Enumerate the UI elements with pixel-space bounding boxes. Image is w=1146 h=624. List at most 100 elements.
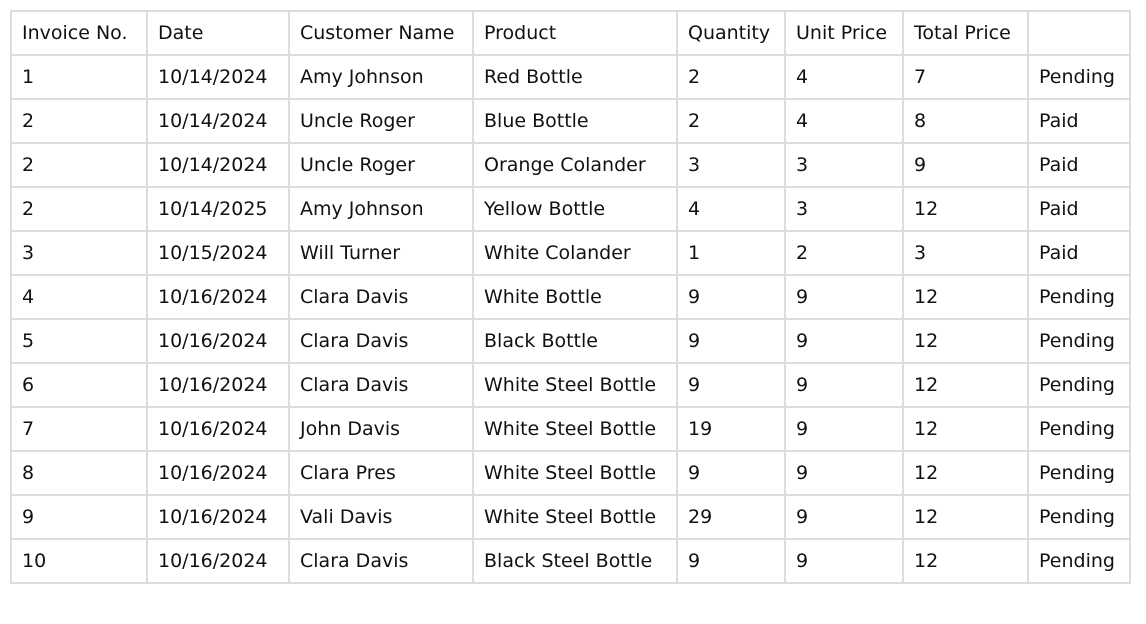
cell-customer-name: Vali Davis: [288, 494, 474, 540]
column-header-total-price: Total Price: [902, 10, 1029, 56]
table-row: 7 10/16/2024 John Davis White Steel Bottle 1…: [10, 406, 1131, 452]
cell-date: 10/16/2024: [146, 274, 290, 320]
cell-total-price: 12: [902, 538, 1029, 584]
cell-total-price: 9: [902, 142, 1029, 188]
cell-unit-price: 9: [784, 494, 904, 540]
invoice-table: Invoice No. Date Customer Name Product Quant…: [10, 10, 1131, 584]
cell-status: Pending: [1027, 494, 1131, 540]
cell-invoice-no: 6: [10, 362, 148, 408]
table-body: 1 10/14/2024 Amy Johnson Red Bottle 2 4 7 Pendi…: [10, 54, 1131, 584]
cell-status: Paid: [1027, 142, 1131, 188]
column-header-date: Date: [146, 10, 290, 56]
cell-product: White Steel Bottle: [472, 450, 678, 496]
cell-date: 10/14/2024: [146, 142, 290, 188]
cell-status: Pending: [1027, 450, 1131, 496]
cell-product: Orange Colander: [472, 142, 678, 188]
cell-quantity: 29: [676, 494, 786, 540]
cell-date: 10/14/2024: [146, 98, 290, 144]
cell-unit-price: 9: [784, 538, 904, 584]
cell-product: Red Bottle: [472, 54, 678, 100]
cell-total-price: 8: [902, 98, 1029, 144]
cell-total-price: 12: [902, 406, 1029, 452]
cell-invoice-no: 2: [10, 186, 148, 232]
cell-invoice-no: 4: [10, 274, 148, 320]
column-header-customer-name: Customer Name: [288, 10, 474, 56]
cell-unit-price: 4: [784, 54, 904, 100]
column-header-unit-price: Unit Price: [784, 10, 904, 56]
table-container: Invoice No. Date Customer Name Product Quant…: [10, 10, 1131, 584]
cell-customer-name: Clara Davis: [288, 274, 474, 320]
cell-customer-name: Clara Pres: [288, 450, 474, 496]
table-header: Invoice No. Date Customer Name Product Quant…: [10, 10, 1131, 56]
header-row: Invoice No. Date Customer Name Product Quant…: [10, 10, 1131, 56]
column-header-invoice-no: Invoice No.: [10, 10, 148, 56]
cell-date: 10/15/2024: [146, 230, 290, 276]
cell-invoice-no: 3: [10, 230, 148, 276]
cell-quantity: 2: [676, 54, 786, 100]
table-row: 6 10/16/2024 Clara Davis White Steel Bottle…: [10, 362, 1131, 408]
cell-date: 10/14/2025: [146, 186, 290, 232]
cell-quantity: 9: [676, 362, 786, 408]
cell-date: 10/16/2024: [146, 494, 290, 540]
table-row: 10 10/16/2024 Clara Davis Black Steel Bottl…: [10, 538, 1131, 584]
cell-product: Black Bottle: [472, 318, 678, 364]
column-header-status: [1027, 10, 1131, 56]
cell-quantity: 4: [676, 186, 786, 232]
cell-invoice-no: 2: [10, 98, 148, 144]
cell-status: Paid: [1027, 186, 1131, 232]
cell-total-price: 12: [902, 450, 1029, 496]
cell-status: Pending: [1027, 362, 1131, 408]
cell-quantity: 9: [676, 318, 786, 364]
cell-customer-name: Amy Johnson: [288, 186, 474, 232]
cell-status: Pending: [1027, 54, 1131, 100]
cell-total-price: 12: [902, 362, 1029, 408]
cell-customer-name: Clara Davis: [288, 318, 474, 364]
cell-unit-price: 9: [784, 274, 904, 320]
cell-invoice-no: 10: [10, 538, 148, 584]
cell-product: White Steel Bottle: [472, 494, 678, 540]
cell-total-price: 12: [902, 318, 1029, 364]
cell-product: Black Steel Bottle: [472, 538, 678, 584]
cell-unit-price: 2: [784, 230, 904, 276]
cell-unit-price: 3: [784, 186, 904, 232]
cell-invoice-no: 5: [10, 318, 148, 364]
cell-date: 10/16/2024: [146, 450, 290, 496]
cell-date: 10/14/2024: [146, 54, 290, 100]
cell-invoice-no: 8: [10, 450, 148, 496]
cell-invoice-no: 7: [10, 406, 148, 452]
cell-product: White Bottle: [472, 274, 678, 320]
cell-status: Paid: [1027, 230, 1131, 276]
cell-product: Yellow Bottle: [472, 186, 678, 232]
cell-status: Pending: [1027, 318, 1131, 364]
table-row: 2 10/14/2025 Amy Johnson Yellow Bottle 4 3 12 P…: [10, 186, 1131, 232]
cell-total-price: 12: [902, 494, 1029, 540]
cell-customer-name: Clara Davis: [288, 362, 474, 408]
cell-unit-price: 9: [784, 406, 904, 452]
table-row: 8 10/16/2024 Clara Pres White Steel Bottle 9…: [10, 450, 1131, 496]
cell-quantity: 9: [676, 538, 786, 584]
table-row: 9 10/16/2024 Vali Davis White Steel Bottle 2…: [10, 494, 1131, 540]
cell-invoice-no: 2: [10, 142, 148, 188]
table-row: 2 10/14/2024 Uncle Roger Blue Bottle 2 4 8 Paid: [10, 98, 1131, 144]
cell-product: White Steel Bottle: [472, 362, 678, 408]
cell-product: White Steel Bottle: [472, 406, 678, 452]
table-row: 4 10/16/2024 Clara Davis White Bottle 9 9 12 Pe…: [10, 274, 1131, 320]
table-row: 2 10/14/2024 Uncle Roger Orange Colander 3 3 9…: [10, 142, 1131, 188]
column-header-product: Product: [472, 10, 678, 56]
cell-quantity: 1: [676, 230, 786, 276]
cell-customer-name: John Davis: [288, 406, 474, 452]
cell-date: 10/16/2024: [146, 318, 290, 364]
cell-invoice-no: 1: [10, 54, 148, 100]
cell-date: 10/16/2024: [146, 362, 290, 408]
cell-product: Blue Bottle: [472, 98, 678, 144]
cell-unit-price: 4: [784, 98, 904, 144]
table-row: 1 10/14/2024 Amy Johnson Red Bottle 2 4 7 Pendi…: [10, 54, 1131, 100]
cell-customer-name: Clara Davis: [288, 538, 474, 584]
cell-status: Pending: [1027, 274, 1131, 320]
cell-total-price: 12: [902, 274, 1029, 320]
cell-quantity: 9: [676, 274, 786, 320]
cell-product: White Colander: [472, 230, 678, 276]
cell-unit-price: 9: [784, 362, 904, 408]
cell-total-price: 7: [902, 54, 1029, 100]
cell-status: Pending: [1027, 538, 1131, 584]
